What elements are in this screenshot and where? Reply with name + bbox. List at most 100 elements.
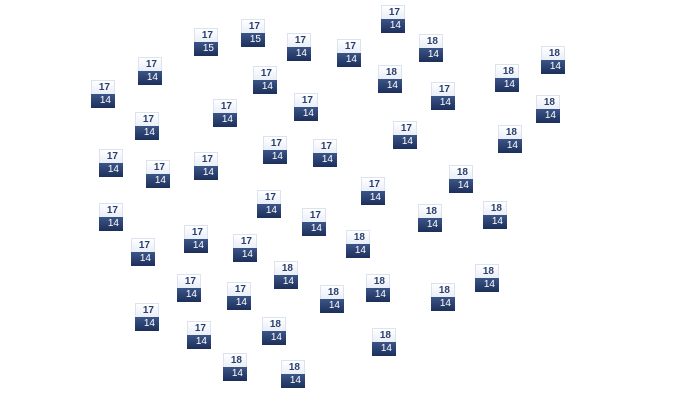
map-marker[interactable]: 18 14 xyxy=(320,285,344,313)
map-marker[interactable]: 18 14 xyxy=(372,328,396,356)
map-marker[interactable]: 17 14 xyxy=(233,234,257,262)
marker-bottom-label: 15 xyxy=(241,33,265,47)
map-marker[interactable]: 17 14 xyxy=(361,177,385,205)
marker-bottom-label: 14 xyxy=(287,47,311,61)
map-marker[interactable]: 18 14 xyxy=(536,95,560,123)
map-marker[interactable]: 18 14 xyxy=(495,64,519,92)
map-marker[interactable]: 18 14 xyxy=(431,283,455,311)
map-marker[interactable]: 17 15 xyxy=(194,28,218,56)
marker-bottom-label: 14 xyxy=(91,94,115,108)
map-marker[interactable]: 17 14 xyxy=(263,136,287,164)
map-marker[interactable]: 18 14 xyxy=(223,353,247,381)
marker-bottom-label: 15 xyxy=(194,42,218,56)
map-marker[interactable]: 17 14 xyxy=(213,99,237,127)
marker-bottom-label: 14 xyxy=(253,80,277,94)
map-marker[interactable]: 17 14 xyxy=(91,80,115,108)
marker-top-label: 18 xyxy=(223,353,247,367)
marker-bottom-label: 14 xyxy=(431,297,455,311)
marker-top-label: 18 xyxy=(366,274,390,288)
marker-bottom-label: 14 xyxy=(381,19,405,33)
map-marker[interactable]: 17 14 xyxy=(253,66,277,94)
map-marker[interactable]: 18 14 xyxy=(262,317,286,345)
marker-top-label: 18 xyxy=(431,283,455,297)
map-marker[interactable]: 17 14 xyxy=(99,149,123,177)
marker-bottom-label: 14 xyxy=(257,204,281,218)
marker-top-label: 17 xyxy=(131,238,155,252)
map-marker[interactable]: 18 14 xyxy=(346,230,370,258)
map-marker[interactable]: 17 14 xyxy=(381,5,405,33)
marker-bottom-label: 14 xyxy=(213,113,237,127)
map-marker[interactable]: 17 14 xyxy=(131,238,155,266)
marker-bottom-label: 14 xyxy=(194,166,218,180)
marker-top-label: 17 xyxy=(146,160,170,174)
marker-top-label: 17 xyxy=(91,80,115,94)
map-marker[interactable]: 18 14 xyxy=(419,34,443,62)
marker-bottom-label: 14 xyxy=(393,135,417,149)
map-marker[interactable]: 18 14 xyxy=(449,165,473,193)
map-marker[interactable]: 17 14 xyxy=(337,39,361,67)
map-marker[interactable]: 17 14 xyxy=(294,93,318,121)
map-marker[interactable]: 18 14 xyxy=(366,274,390,302)
map-marker[interactable]: 17 14 xyxy=(393,121,417,149)
marker-top-label: 17 xyxy=(138,57,162,71)
marker-top-label: 17 xyxy=(241,19,265,33)
marker-top-label: 18 xyxy=(483,201,507,215)
map-marker[interactable]: 17 14 xyxy=(257,190,281,218)
marker-bottom-label: 14 xyxy=(418,218,442,232)
map-marker[interactable]: 17 14 xyxy=(138,57,162,85)
marker-bottom-label: 14 xyxy=(187,335,211,349)
marker-top-label: 17 xyxy=(257,190,281,204)
marker-bottom-label: 14 xyxy=(498,139,522,153)
marker-top-label: 18 xyxy=(498,125,522,139)
map-marker[interactable]: 18 14 xyxy=(498,125,522,153)
map-marker[interactable]: 17 14 xyxy=(135,303,159,331)
marker-bottom-label: 14 xyxy=(372,342,396,356)
marker-bottom-label: 14 xyxy=(495,78,519,92)
marker-top-label: 18 xyxy=(475,264,499,278)
marker-top-label: 17 xyxy=(99,203,123,217)
marker-bottom-label: 14 xyxy=(483,215,507,229)
map-marker[interactable]: 17 14 xyxy=(431,82,455,110)
map-marker[interactable]: 17 14 xyxy=(187,321,211,349)
map-marker[interactable]: 17 14 xyxy=(302,208,326,236)
map-marker[interactable]: 17 14 xyxy=(135,112,159,140)
marker-bottom-label: 14 xyxy=(135,126,159,140)
marker-top-label: 17 xyxy=(313,139,337,153)
marker-top-label: 17 xyxy=(194,152,218,166)
map-marker[interactable]: 17 14 xyxy=(287,33,311,61)
marker-top-label: 18 xyxy=(274,261,298,275)
marker-bottom-label: 14 xyxy=(263,150,287,164)
map-marker[interactable]: 17 14 xyxy=(194,152,218,180)
marker-top-label: 18 xyxy=(449,165,473,179)
map-marker[interactable]: 18 14 xyxy=(418,204,442,232)
map-marker[interactable]: 18 14 xyxy=(274,261,298,289)
marker-bottom-label: 14 xyxy=(262,331,286,345)
map-marker[interactable]: 17 14 xyxy=(177,274,201,302)
map-marker[interactable]: 18 14 xyxy=(475,264,499,292)
map-marker[interactable]: 17 14 xyxy=(313,139,337,167)
map-marker[interactable]: 18 14 xyxy=(541,46,565,74)
map-marker[interactable]: 18 14 xyxy=(378,65,402,93)
marker-bottom-label: 14 xyxy=(223,367,247,381)
marker-top-label: 18 xyxy=(495,64,519,78)
map-marker[interactable]: 17 14 xyxy=(184,225,208,253)
map-marker[interactable]: 18 14 xyxy=(483,201,507,229)
marker-bottom-label: 14 xyxy=(302,222,326,236)
marker-top-label: 17 xyxy=(361,177,385,191)
marker-bottom-label: 14 xyxy=(99,163,123,177)
map-marker[interactable]: 17 14 xyxy=(146,160,170,188)
marker-bottom-label: 14 xyxy=(346,244,370,258)
marker-top-label: 18 xyxy=(262,317,286,331)
marker-top-label: 17 xyxy=(99,149,123,163)
map-marker[interactable]: 18 14 xyxy=(281,360,305,388)
marker-bottom-label: 14 xyxy=(366,288,390,302)
map-marker[interactable]: 17 15 xyxy=(241,19,265,47)
marker-bottom-label: 14 xyxy=(361,191,385,205)
marker-top-label: 17 xyxy=(302,208,326,222)
marker-top-label: 17 xyxy=(177,274,201,288)
map-marker[interactable]: 17 14 xyxy=(99,203,123,231)
marker-top-label: 18 xyxy=(281,360,305,374)
map-marker[interactable]: 17 14 xyxy=(227,282,251,310)
marker-bottom-label: 14 xyxy=(431,96,455,110)
marker-bottom-label: 14 xyxy=(475,278,499,292)
